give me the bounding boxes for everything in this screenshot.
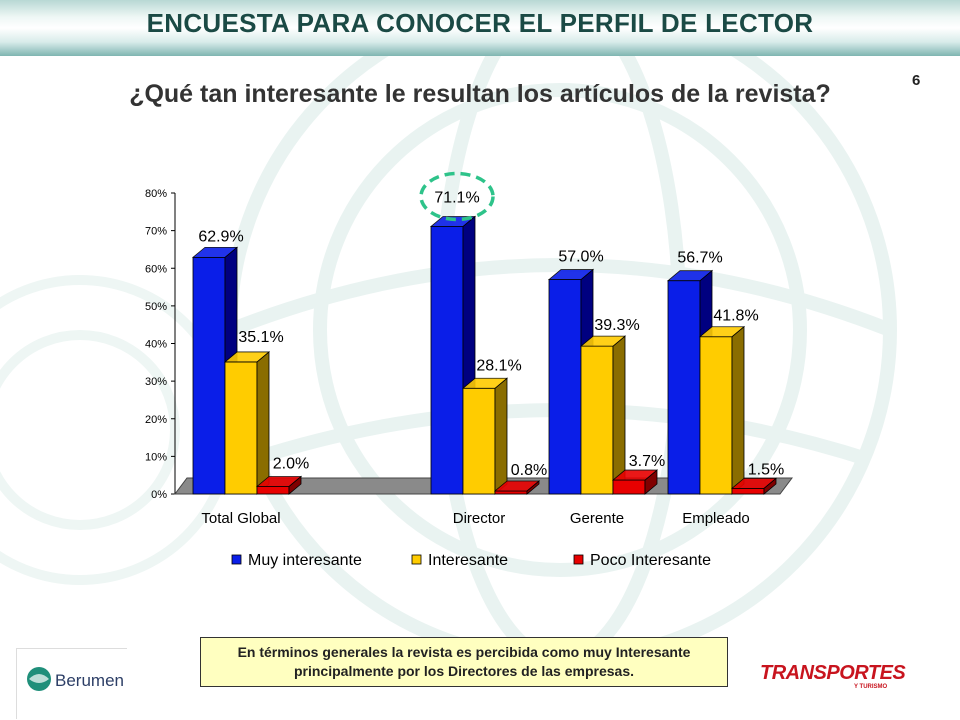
data-label: 71.1% <box>434 189 479 206</box>
data-label: 62.9% <box>198 228 243 245</box>
bar-front <box>548 279 582 495</box>
data-label: 1.5% <box>748 461 784 478</box>
y-tick-label: 70% <box>145 226 167 238</box>
chart-question: ¿Qué tan interesante le resultan los art… <box>129 80 831 108</box>
bar-top <box>611 469 659 481</box>
transportes-logo-subtext: Y TURISMO <box>854 684 888 690</box>
data-label: 2.0% <box>273 455 309 472</box>
bar-side <box>256 351 270 495</box>
bar-front <box>612 479 646 495</box>
x-tick-label: Gerente <box>570 510 624 527</box>
bar-top <box>547 269 595 280</box>
legend-swatch-muy-interesante <box>231 554 242 565</box>
data-label: 3.7% <box>629 453 665 470</box>
data-label: 28.1% <box>476 357 521 374</box>
bar-poco-interesante <box>730 477 778 495</box>
bar-top <box>191 246 239 258</box>
bar-poco-interesante <box>611 469 659 495</box>
bar-top <box>666 270 714 282</box>
bar-interesante <box>579 335 627 495</box>
data-label: 41.8% <box>713 308 758 325</box>
y-tick-label: 60% <box>145 263 167 275</box>
transportes-logo-text: TRANSPORTES <box>760 662 906 684</box>
data-label: 57.0% <box>558 249 603 266</box>
bar-interesante <box>223 351 271 495</box>
data-label: 56.7% <box>677 250 722 267</box>
bar-front <box>731 487 765 495</box>
y-tick-label: 40% <box>145 339 167 351</box>
bar-side <box>494 377 508 495</box>
bar-front <box>667 280 701 495</box>
bar-side <box>612 335 626 495</box>
berumen-logo: Berumen <box>16 648 127 719</box>
bar-top <box>730 477 778 489</box>
legend-label-poco-interesante: Poco Interesante <box>590 552 711 569</box>
data-label: 0.8% <box>511 462 547 479</box>
bar-front <box>256 486 290 495</box>
bar-interesante <box>698 325 746 495</box>
bar-top <box>461 377 509 389</box>
bar-front <box>699 336 733 495</box>
bar-front <box>192 256 226 495</box>
x-tick-label: Director <box>453 510 506 527</box>
bar-top <box>223 351 271 363</box>
bar-front <box>580 345 614 495</box>
data-label: 39.3% <box>594 317 639 334</box>
y-tick-label: 20% <box>145 414 167 426</box>
bar-top <box>255 476 303 487</box>
bar-poco-interesante <box>493 480 541 495</box>
berumen-logo-icon <box>27 667 51 691</box>
legend-swatch-interesante <box>411 554 422 565</box>
y-tick-label: 80% <box>145 188 167 200</box>
bar-top <box>493 480 541 492</box>
legend-label-muy-interesante: Muy interesante <box>248 552 362 569</box>
bar-front <box>430 226 464 495</box>
y-tick-label: 0% <box>151 489 167 501</box>
transportes-logo: TRANSPORTES Y TURISMO <box>758 662 906 696</box>
bar-top <box>698 326 746 338</box>
conclusion-note: En términos generales la revista es perc… <box>200 637 728 687</box>
y-tick-label: 10% <box>145 451 167 463</box>
page-title: ENCUESTA PARA CONOCER EL PERFIL DE LECTO… <box>146 8 814 38</box>
legend-swatch-poco-interesante <box>573 554 584 565</box>
bar-front <box>224 361 258 495</box>
bar-front <box>462 387 496 495</box>
data-label: 35.1% <box>238 329 283 346</box>
x-tick-label: Total Global <box>201 510 280 527</box>
highlight-ellipse <box>419 171 495 222</box>
y-tick-label: 30% <box>145 376 167 388</box>
bar-interesante <box>461 377 509 495</box>
berumen-logo-text: Berumen <box>55 671 124 690</box>
x-tick-label: Empleado <box>682 510 750 527</box>
bar-poco-interesante <box>255 475 303 495</box>
slide-number: 6 <box>912 72 921 89</box>
bar-top <box>579 335 627 347</box>
bar-side <box>731 325 745 495</box>
y-tick-label: 50% <box>145 301 167 313</box>
bar-front <box>494 490 528 495</box>
legend-label-interesante: Interesante <box>428 552 508 569</box>
header-bar <box>0 0 960 56</box>
